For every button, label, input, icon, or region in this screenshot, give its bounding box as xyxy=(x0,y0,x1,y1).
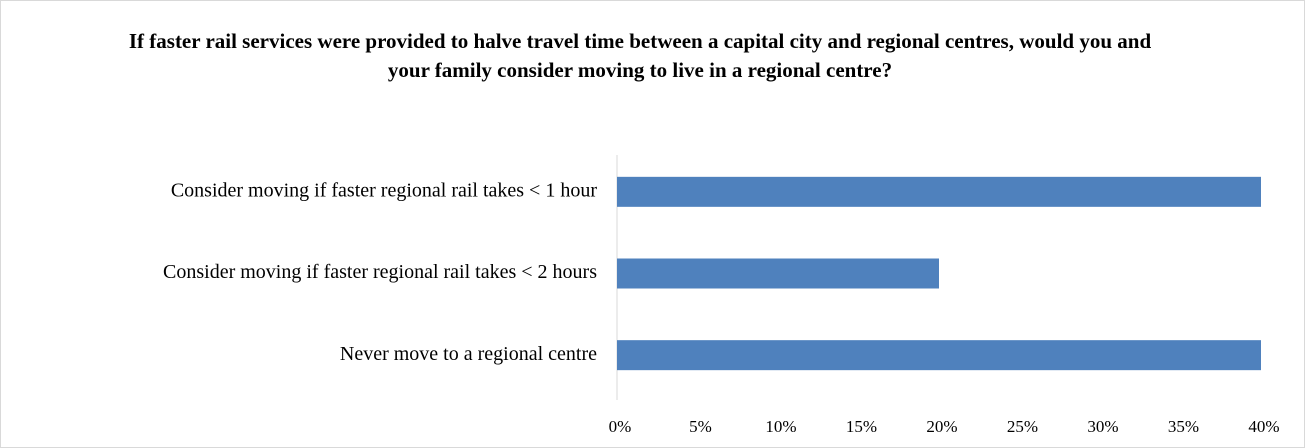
x-tick-label: 0% xyxy=(609,417,632,436)
x-tick-label: 10% xyxy=(765,417,796,436)
x-tick-label: 40% xyxy=(1248,417,1279,436)
x-tick-label: 25% xyxy=(1007,417,1038,436)
x-tick-label: 5% xyxy=(689,417,712,436)
y-tick-label: Consider moving if faster regional rail … xyxy=(171,179,598,201)
x-tick-label: 20% xyxy=(926,417,957,436)
x-tick-label: 35% xyxy=(1168,417,1199,436)
bar xyxy=(617,258,939,289)
chart-title: If faster rail services were provided to… xyxy=(128,29,1152,82)
y-tick-label: Never move to a regional centre xyxy=(340,343,597,365)
x-tick-label: 15% xyxy=(846,417,877,436)
bar xyxy=(617,340,1261,371)
x-tick-label: 30% xyxy=(1087,417,1118,436)
y-tick-label: Consider moving if faster regional rail … xyxy=(163,261,597,283)
bar xyxy=(617,176,1261,207)
